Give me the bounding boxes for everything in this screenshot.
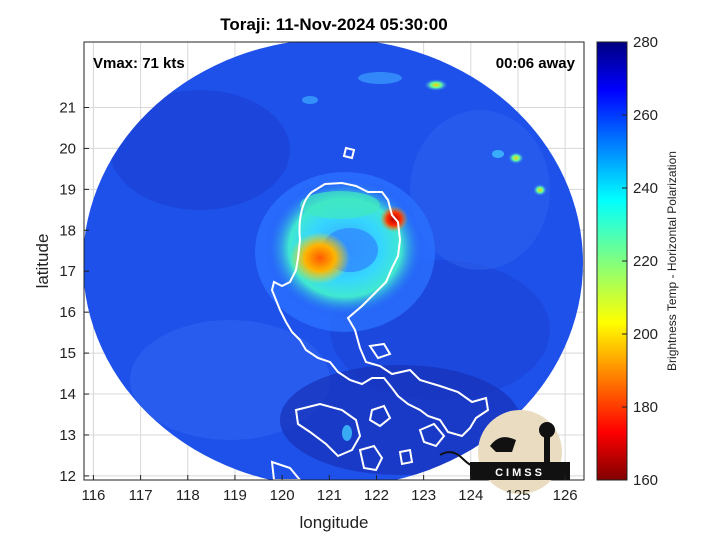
x-tick-label: 118 [176,487,200,504]
logo-text: CIMSS [495,467,545,479]
x-tick-label: 124 [458,487,483,504]
x-tick-label: 116 [81,487,105,504]
x-axis-ticks: 116 117 118 119 120 121 122 123 124 125 126 [81,475,578,504]
cell-northeast [424,79,448,91]
colorbar-tick-label: 200 [633,326,658,343]
y-axis-ticks: 12 13 14 15 16 17 18 19 20 21 [59,99,89,485]
x-tick-label: 119 [223,487,247,504]
eyewall-northeast [380,206,408,232]
chart-title: Toraji: 11-Nov-2024 05:30:00 [220,15,447,34]
coastline-mindoro [294,402,362,458]
cell-east-3 [492,150,504,158]
y-tick-label: 13 [59,427,76,444]
coastline-luzon [270,181,490,438]
coastline-island [368,342,392,360]
cell-south [342,425,352,441]
cimss-logo: CIMSS [439,410,570,494]
vmax-annotation: Vmax: 71 kts [93,55,185,72]
plot-border [83,41,585,481]
coastline-island [418,422,446,448]
cell-northwest [302,96,318,104]
y-tick-label: 19 [59,181,76,198]
x-tick-label: 117 [129,487,153,504]
coastline-island [358,444,384,472]
colorbar-ticks: 160 180 200 220 240 260 280 [622,34,658,489]
logo-tower [544,436,550,464]
swath-texture-light [410,110,550,270]
cell-northeast [358,72,402,84]
cell-east-2 [533,184,547,196]
logo-tower-top [539,422,555,438]
time-offset-annotation: 00:06 away [496,55,576,72]
colorbar-tick-label: 220 [633,253,658,270]
coastlines [270,146,490,480]
swath-texture-dark [110,90,290,210]
y-tick-label: 20 [59,140,76,157]
coastline-island [270,460,302,480]
coastline-island [342,146,356,160]
colorbar-tick-label: 260 [633,107,658,124]
x-axis-label: longitude [299,513,368,532]
y-axis-label: latitude [33,234,52,289]
y-tick-label: 15 [59,345,76,362]
swath-imagery [84,42,583,480]
colorbar-tick-label: 280 [633,34,658,51]
logo-signature [439,451,481,469]
x-tick-label: 122 [364,487,389,504]
eyewall-west [290,232,350,284]
x-tick-label: 126 [553,487,578,504]
colorbar-tick-label: 180 [633,399,658,416]
swath-texture-light [130,320,330,440]
y-tick-label: 16 [59,304,76,321]
colorbar-tick-label: 160 [633,472,658,489]
coastline-island [398,448,414,466]
y-tick-label: 14 [59,386,76,403]
plot-area: Vmax: 71 kts 00:06 away CIMSS [83,41,585,494]
x-tick-label: 123 [411,487,436,504]
y-tick-label: 17 [59,263,76,280]
colorbar: 160 180 200 220 240 260 280 Brightness Temp - … [596,34,679,489]
x-tick-label: 120 [270,487,295,504]
y-tick-label: 21 [59,99,76,116]
x-tick-label: 121 [317,487,342,504]
coastline-island [368,404,392,428]
colorbar-tick-label: 240 [633,180,658,197]
x-tick-label: 125 [505,487,530,504]
logo-dish [490,437,516,452]
rainband-north [300,191,380,219]
colorbar-label: Brightness Temp - Horizontal Polarizatio… [665,151,679,371]
cell-east-1 [508,152,524,164]
y-tick-label: 18 [59,222,76,239]
logo-building [470,462,570,480]
y-tick-label: 12 [59,468,76,485]
